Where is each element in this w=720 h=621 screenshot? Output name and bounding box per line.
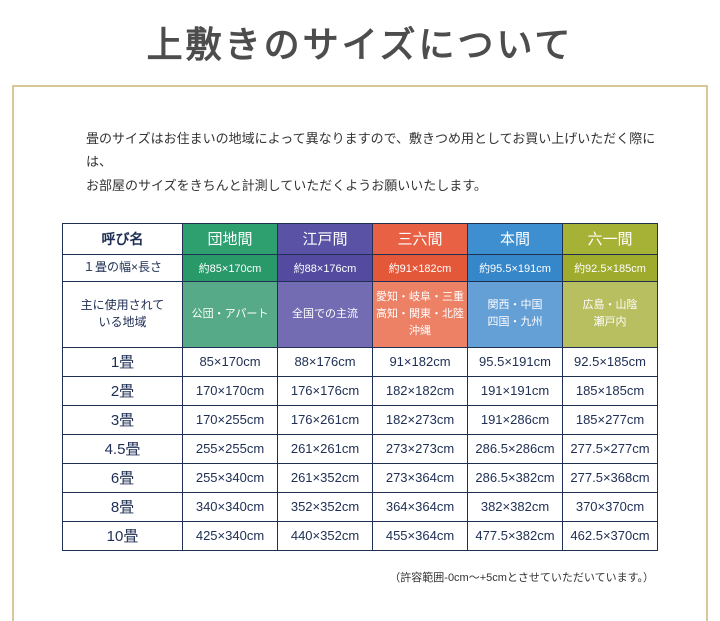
header-row: 呼び名 団地間 江戸間 三六間 本間 六一間 — [62, 222, 658, 255]
row-label: 1畳 — [62, 346, 183, 377]
table-row: 1畳 85×170cm 88×176cm 91×182cm 95.5×191cm… — [62, 346, 658, 377]
size-value: 176×261cm — [277, 404, 373, 435]
column-header-danchima: 団地間 — [182, 222, 278, 255]
tatami-size-table: 呼び名 団地間 江戸間 三六間 本間 六一間 １畳の幅×長さ 約85×170cm… — [62, 222, 658, 551]
mat-size-cell: 約88×176cm — [277, 253, 373, 282]
size-value: 286.5×286cm — [467, 433, 563, 464]
size-value: 88×176cm — [277, 346, 373, 377]
table-row: 4.5畳 255×255cm 261×261cm 273×273cm 286.5… — [62, 433, 658, 464]
size-value: 91×182cm — [372, 346, 468, 377]
content-box: 畳のサイズはお住まいの地域によって異なりますので、敷きつめ用としてお買い上げいた… — [12, 84, 708, 621]
size-value: 477.5×382cm — [467, 520, 563, 551]
row-label: 6畳 — [62, 462, 183, 493]
size-value: 182×273cm — [372, 404, 468, 435]
region-cell: 関西・中国 四国・九州 — [467, 280, 563, 348]
row-label: 3畳 — [62, 404, 183, 435]
size-value: 255×340cm — [182, 462, 278, 493]
size-value: 462.5×370cm — [562, 520, 658, 551]
column-header-rokuichima: 六一間 — [562, 222, 658, 255]
column-header-honma: 本間 — [467, 222, 563, 255]
column-header-edoma: 江戸間 — [277, 222, 373, 255]
size-value: 85×170cm — [182, 346, 278, 377]
region-cell: 全国での主流 — [277, 280, 373, 348]
size-value: 185×185cm — [562, 375, 658, 406]
size-value: 286.5×382cm — [467, 462, 563, 493]
size-value: 255×255cm — [182, 433, 278, 464]
row-label: 2畳 — [62, 375, 183, 406]
region-cell: 愛知・岐阜・三重 高知・関東・北陸 沖縄 — [372, 280, 468, 348]
table-row: 3畳 170×255cm 176×261cm 182×273cm 191×286… — [62, 404, 658, 435]
size-value: 182×182cm — [372, 375, 468, 406]
corner-header: 呼び名 — [62, 222, 183, 255]
mat-size-cell: 約95.5×191cm — [467, 253, 563, 282]
size-value: 176×176cm — [277, 375, 373, 406]
size-value: 277.5×368cm — [562, 462, 658, 493]
region-row-label: 主に使用されて いる地域 — [62, 280, 183, 348]
size-value: 191×286cm — [467, 404, 563, 435]
row-label: 8畳 — [62, 491, 183, 522]
region-row: 主に使用されて いる地域 公団・アパート 全国での主流 愛知・岐阜・三重 高知・… — [62, 280, 658, 348]
table-row: 6畳 255×340cm 261×352cm 273×364cm 286.5×3… — [62, 462, 658, 493]
column-header-sabuma: 三六間 — [372, 222, 468, 255]
mat-size-cell: 約85×170cm — [182, 253, 278, 282]
size-value: 425×340cm — [182, 520, 278, 551]
size-value: 440×352cm — [277, 520, 373, 551]
size-value: 277.5×277cm — [562, 433, 658, 464]
size-value: 191×191cm — [467, 375, 563, 406]
page-title: 上敷きのサイズについて — [146, 25, 574, 65]
size-value: 352×352cm — [277, 491, 373, 522]
size-value: 261×261cm — [277, 433, 373, 464]
mat-size-row-label: １畳の幅×長さ — [62, 253, 183, 282]
row-label: 10畳 — [62, 520, 183, 551]
table-row: 8畳 340×340cm 352×352cm 364×364cm 382×382… — [62, 491, 658, 522]
table-row: 2畳 170×170cm 176×176cm 182×182cm 191×191… — [62, 375, 658, 406]
size-value: 370×370cm — [562, 491, 658, 522]
tolerance-footnote: （許容範囲-0cm〜+5cmとさせていただいています。） — [389, 571, 654, 584]
mat-size-cell: 約92.5×185cm — [562, 253, 658, 282]
size-value: 92.5×185cm — [562, 346, 658, 377]
mat-size-cell: 約91×182cm — [372, 253, 468, 282]
size-value: 382×382cm — [467, 491, 563, 522]
size-value: 340×340cm — [182, 491, 278, 522]
size-value: 261×352cm — [277, 462, 373, 493]
region-cell: 広島・山陰 瀬戸内 — [562, 280, 658, 348]
size-value: 185×277cm — [562, 404, 658, 435]
size-value: 273×273cm — [372, 433, 468, 464]
intro-text: 畳のサイズはお住まいの地域によって異なりますので、敷きつめ用としてお買い上げいた… — [86, 130, 656, 193]
size-value: 170×255cm — [182, 404, 278, 435]
row-label: 4.5畳 — [62, 433, 183, 464]
size-value: 364×364cm — [372, 491, 468, 522]
region-cell: 公団・アパート — [182, 280, 278, 348]
size-value: 455×364cm — [372, 520, 468, 551]
table-row: 10畳 425×340cm 440×352cm 455×364cm 477.5×… — [62, 520, 658, 551]
size-value: 273×364cm — [372, 462, 468, 493]
mat-size-row: １畳の幅×長さ 約85×170cm 約88×176cm 約91×182cm 約9… — [62, 253, 658, 282]
size-value: 95.5×191cm — [467, 346, 563, 377]
size-value: 170×170cm — [182, 375, 278, 406]
